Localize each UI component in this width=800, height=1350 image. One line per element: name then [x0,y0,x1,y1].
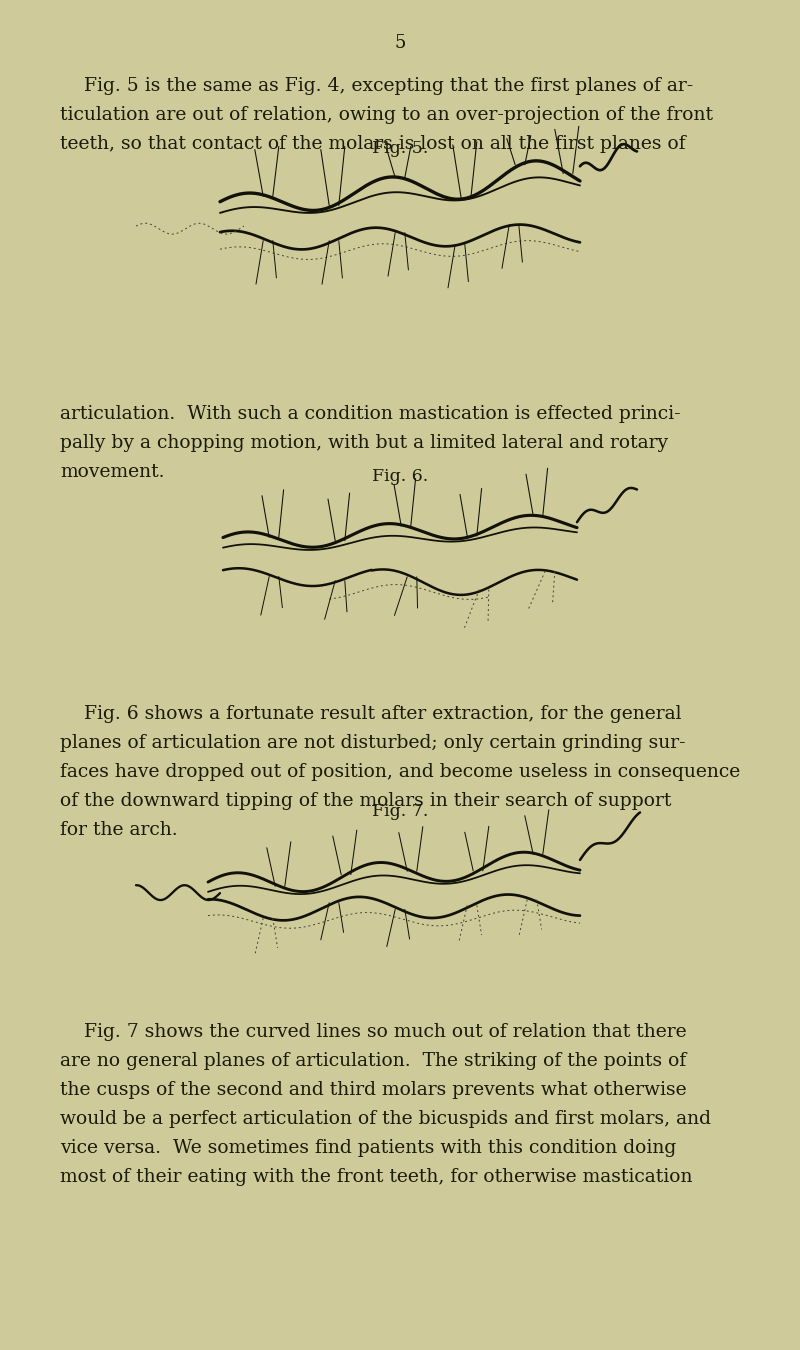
Text: 5: 5 [394,34,406,51]
Text: Fig. 5 is the same as Fig. 4, excepting that the first planes of ar-: Fig. 5 is the same as Fig. 4, excepting … [60,77,694,95]
Text: Fig. 6.: Fig. 6. [372,468,428,486]
Text: most of their eating with the front teeth, for otherwise mastication: most of their eating with the front teet… [60,1168,693,1187]
Text: faces have dropped out of position, and become useless in consequence: faces have dropped out of position, and … [60,763,740,780]
Text: Fig. 7 shows the curved lines so much out of relation that there: Fig. 7 shows the curved lines so much ou… [60,1023,686,1041]
Text: Fig. 5.: Fig. 5. [372,140,428,158]
Text: the cusps of the second and third molars prevents what otherwise: the cusps of the second and third molars… [60,1081,686,1099]
Text: Fig. 6 shows a fortunate result after extraction, for the general: Fig. 6 shows a fortunate result after ex… [60,705,682,722]
Text: planes of articulation are not disturbed; only certain grinding sur-: planes of articulation are not disturbed… [60,734,686,752]
Text: articulation.  With such a condition mastication is effected princi-: articulation. With such a condition mast… [60,405,681,423]
Text: of the downward tipping of the molars in their search of support: of the downward tipping of the molars in… [60,791,671,810]
Text: Fig. 7.: Fig. 7. [372,803,428,821]
Text: pally by a chopping motion, with but a limited lateral and rotary: pally by a chopping motion, with but a l… [60,435,668,452]
Text: are no general planes of articulation.  The striking of the points of: are no general planes of articulation. T… [60,1053,686,1071]
Text: vice versa.  We sometimes find patients with this condition doing: vice versa. We sometimes find patients w… [60,1139,676,1157]
Text: ticulation are out of relation, owing to an over-projection of the front: ticulation are out of relation, owing to… [60,107,713,124]
Text: teeth, so that contact of the molars is lost on all the first planes of: teeth, so that contact of the molars is … [60,135,686,153]
Text: movement.: movement. [60,463,165,481]
Text: for the arch.: for the arch. [60,821,178,838]
Text: would be a perfect articulation of the bicuspids and first molars, and: would be a perfect articulation of the b… [60,1110,711,1129]
